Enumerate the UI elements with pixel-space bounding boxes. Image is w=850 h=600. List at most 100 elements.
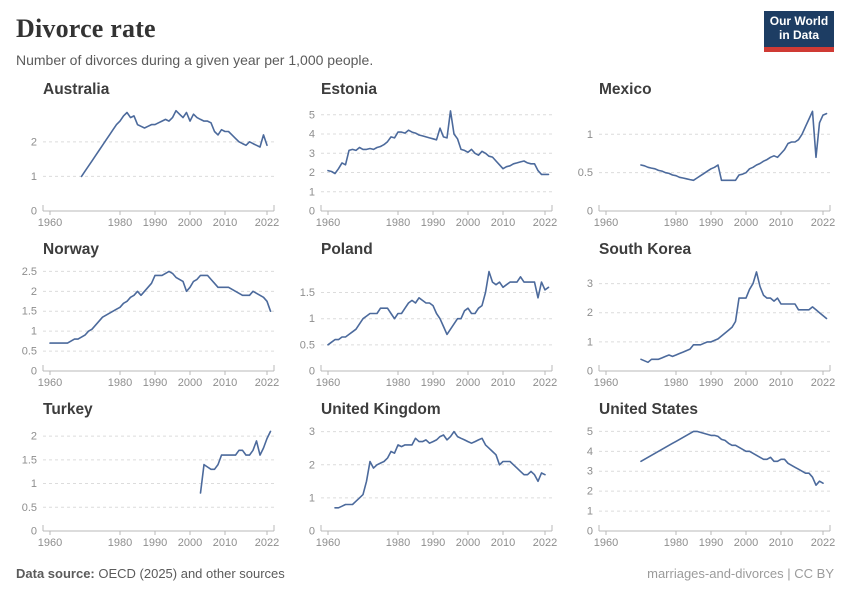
chart-title-mexico: Mexico	[599, 81, 652, 98]
svg-text:1980: 1980	[386, 377, 410, 389]
svg-text:1960: 1960	[594, 377, 618, 389]
chart-estonia: Estonia 0 1 2 3 4 5 1960 1980 1990 2000 2010 2022	[294, 82, 558, 232]
svg-text:1960: 1960	[594, 537, 618, 549]
svg-text:2000: 2000	[178, 217, 202, 229]
svg-text:0: 0	[309, 206, 315, 218]
svg-text:2000: 2000	[178, 377, 202, 389]
svg-text:1: 1	[309, 313, 315, 325]
svg-text:2: 2	[31, 431, 37, 443]
chart-mexico-plot: 0 0.5 1 1960 1980 1990 2000 2010 2022	[578, 110, 835, 229]
svg-text:2000: 2000	[734, 377, 758, 389]
svg-text:2010: 2010	[213, 217, 237, 229]
svg-text:0: 0	[309, 526, 315, 538]
chart-turkey-plot: 0 0.5 1 1.5 2 1960 1980 1990 2000 2010 2022	[22, 430, 279, 549]
svg-text:2: 2	[31, 136, 37, 148]
svg-text:0.5: 0.5	[300, 339, 315, 351]
svg-text:1.5: 1.5	[22, 454, 37, 466]
svg-text:0: 0	[31, 526, 37, 538]
svg-text:2: 2	[309, 167, 315, 179]
svg-text:2010: 2010	[213, 537, 237, 549]
svg-text:1980: 1980	[108, 537, 132, 549]
svg-text:0: 0	[587, 526, 593, 538]
chart-title-united-kingdom: United Kingdom	[321, 401, 441, 418]
svg-text:0: 0	[587, 366, 593, 378]
svg-text:1990: 1990	[699, 537, 723, 549]
svg-text:1960: 1960	[38, 537, 62, 549]
svg-text:2022: 2022	[811, 377, 835, 389]
chart-poland: Poland 0 0.5 1 1.5 1960 1980 1990 2000 2010 2022	[294, 242, 558, 392]
svg-text:2010: 2010	[769, 217, 793, 229]
divorce-line	[640, 110, 828, 182]
svg-text:2022: 2022	[255, 537, 279, 549]
svg-text:2000: 2000	[734, 217, 758, 229]
owid-logo[interactable]: Our World in Data	[764, 11, 834, 52]
svg-text:1980: 1980	[108, 377, 132, 389]
data-source-text: OECD (2025) and other sources	[94, 566, 285, 581]
svg-text:0.5: 0.5	[578, 167, 593, 179]
svg-text:1980: 1980	[664, 217, 688, 229]
svg-text:1.5: 1.5	[300, 287, 315, 299]
svg-text:2022: 2022	[811, 217, 835, 229]
svg-text:2010: 2010	[213, 377, 237, 389]
chart-estonia-plot: 0 1 2 3 4 5 1960 1980 1990 2000 2010 2022	[309, 109, 557, 229]
chart-united-states-plot: 0 1 2 3 4 5 1960 1980 1990 2000 2010 2022	[587, 426, 835, 549]
svg-text:2010: 2010	[769, 537, 793, 549]
svg-text:3: 3	[587, 466, 593, 478]
chart-australia: Australia 0 1 2 1960 1980 1990 2000 2010 2022	[16, 82, 280, 232]
divorce-line	[640, 271, 828, 364]
svg-text:1960: 1960	[38, 217, 62, 229]
divorce-line	[49, 270, 272, 344]
page-subtitle: Number of divorces during a given year p…	[16, 52, 374, 68]
svg-text:1980: 1980	[108, 217, 132, 229]
charts-grid: Australia 0 1 2 1960 1980 1990 2000 2010 2022 Es…	[0, 82, 850, 552]
svg-text:1: 1	[587, 129, 593, 141]
data-source-label: Data source:	[16, 566, 95, 581]
divorce-line	[199, 430, 272, 494]
divorce-line	[80, 109, 268, 178]
svg-text:1980: 1980	[386, 217, 410, 229]
svg-text:2022: 2022	[533, 217, 557, 229]
svg-text:1960: 1960	[316, 377, 340, 389]
svg-text:1: 1	[309, 492, 315, 504]
owid-logo-line2: in Data	[778, 28, 819, 42]
page-title: Divorce rate	[16, 14, 156, 43]
svg-text:1: 1	[587, 506, 593, 518]
chart-title-turkey: Turkey	[43, 401, 93, 418]
chart-title-estonia: Estonia	[321, 81, 377, 98]
svg-text:1980: 1980	[664, 537, 688, 549]
svg-text:1960: 1960	[316, 217, 340, 229]
svg-text:2000: 2000	[456, 377, 480, 389]
svg-text:2022: 2022	[255, 217, 279, 229]
svg-text:2000: 2000	[456, 217, 480, 229]
svg-text:2000: 2000	[456, 537, 480, 549]
chart-norway-plot: 0 0.5 1 1.5 2 2.5 1960 1980 1990 2000 2010 2022	[22, 266, 280, 389]
chart-poland-plot: 0 0.5 1 1.5 1960 1980 1990 2000 2010 2022	[300, 270, 557, 389]
svg-text:4: 4	[309, 129, 315, 141]
svg-text:2010: 2010	[491, 377, 515, 389]
chart-united-kingdom-plot: 0 1 2 3 1960 1980 1990 2000 2010 2022	[309, 426, 557, 549]
svg-text:2010: 2010	[769, 377, 793, 389]
svg-text:2022: 2022	[533, 537, 557, 549]
svg-text:0: 0	[587, 206, 593, 218]
svg-text:2022: 2022	[811, 537, 835, 549]
svg-text:0: 0	[31, 366, 37, 378]
svg-text:1990: 1990	[143, 537, 167, 549]
divorce-line	[327, 270, 550, 346]
svg-text:2.5: 2.5	[22, 266, 37, 278]
svg-text:1980: 1980	[386, 537, 410, 549]
svg-text:1960: 1960	[38, 377, 62, 389]
chart-norway: Norway 0 0.5 1 1.5 2 2.5 1960 1980 1990 2000 2010 2…	[16, 242, 280, 392]
divorce-line	[327, 110, 550, 176]
svg-text:2: 2	[309, 459, 315, 471]
svg-text:0: 0	[31, 206, 37, 218]
svg-text:2000: 2000	[178, 537, 202, 549]
svg-text:3: 3	[309, 426, 315, 438]
svg-text:1990: 1990	[421, 537, 445, 549]
svg-text:1960: 1960	[316, 537, 340, 549]
divorce-line	[334, 430, 546, 509]
svg-text:1: 1	[31, 326, 37, 338]
svg-text:1980: 1980	[664, 377, 688, 389]
chart-south-korea-plot: 0 1 2 3 1960 1980 1990 2000 2010 2022	[587, 271, 835, 389]
chart-australia-plot: 0 1 2 1960 1980 1990 2000 2010 2022	[31, 109, 279, 229]
svg-text:1990: 1990	[699, 377, 723, 389]
